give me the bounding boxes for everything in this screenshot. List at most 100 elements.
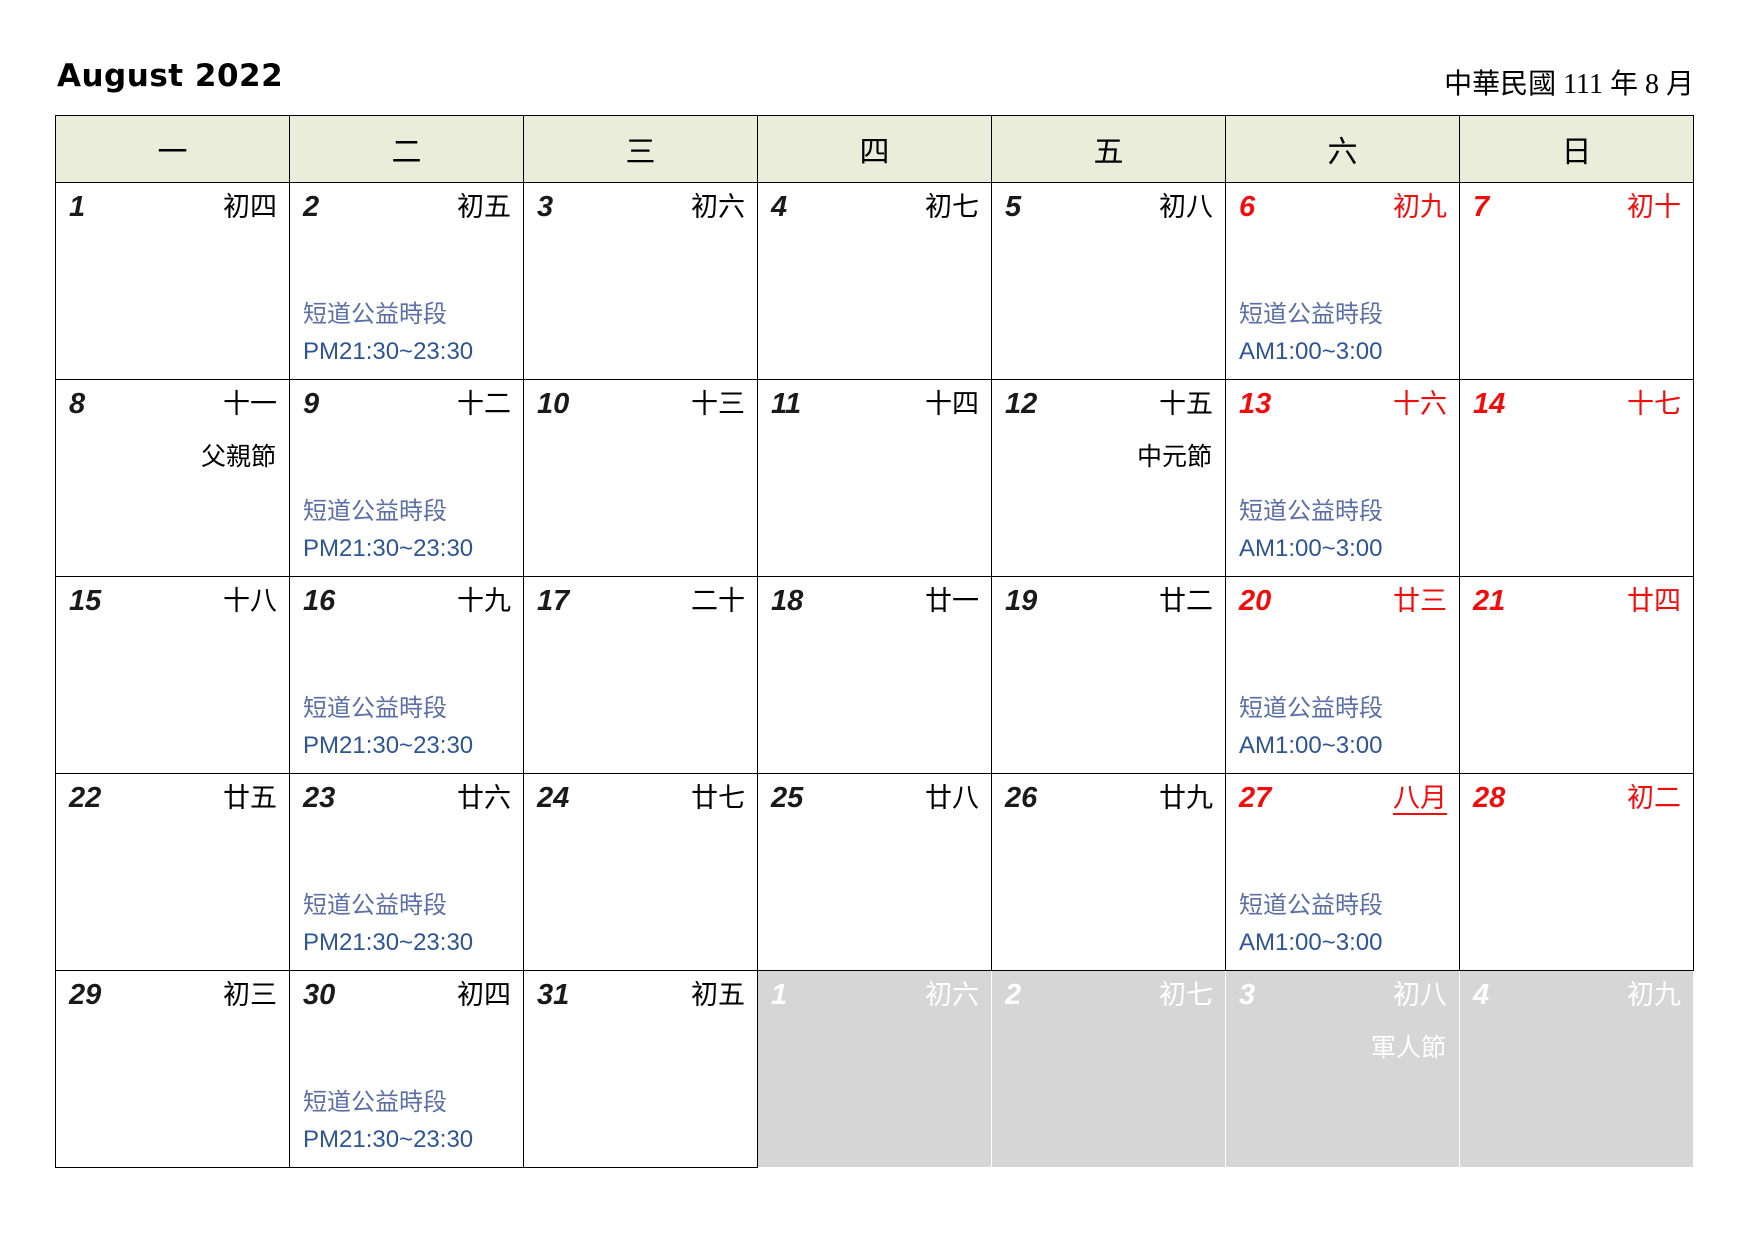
- weekday-header-fri: 五: [991, 115, 1226, 183]
- day-number: 14: [1473, 388, 1506, 420]
- week-row-3: 15 十八 16 十九 短道公益時段 PM21:30~23:30 17 二十 18 廿一 19 廿二 2…: [55, 576, 1694, 774]
- event-time: AM1:00~3:00: [1239, 732, 1383, 759]
- day-number: 4: [771, 191, 788, 223]
- day-cell-aug-8: 8 十一 父親節: [55, 379, 290, 577]
- lunar-date: 廿九: [1159, 783, 1213, 813]
- weekday-header-sat: 六: [1225, 115, 1460, 183]
- roc-year-label: 中華民國 111 年 8 月: [1444, 69, 1694, 100]
- day-number: 30: [303, 979, 336, 1011]
- lunar-date: 初三: [223, 980, 277, 1010]
- day-cell-aug-11: 11 十四: [757, 379, 992, 577]
- day-number: 22: [69, 782, 102, 814]
- day-cell-sep-4: 4 初九: [1459, 970, 1694, 1168]
- event-time: AM1:00~3:00: [1239, 929, 1383, 956]
- lunar-date: 十四: [925, 389, 979, 419]
- day-cell-aug-3: 3 初六: [523, 182, 758, 380]
- lunar-date: 十七: [1627, 389, 1681, 419]
- event-label: 短道公益時段: [303, 1089, 447, 1116]
- lunar-date: 十八: [223, 586, 277, 616]
- event-time: PM21:30~23:30: [303, 338, 474, 365]
- lunar-date: 初六: [691, 192, 745, 222]
- lunar-date: 十五: [1159, 389, 1213, 419]
- day-cell-aug-28: 28 初二: [1459, 773, 1694, 971]
- day-number: 24: [537, 782, 570, 814]
- day-number: 21: [1473, 585, 1506, 617]
- day-number: 7: [1473, 191, 1490, 223]
- day-cell-aug-12: 12 十五 中元節: [991, 379, 1226, 577]
- day-cell-aug-18: 18 廿一: [757, 576, 992, 774]
- event-label: 短道公益時段: [1239, 695, 1383, 722]
- day-number: 3: [1239, 979, 1256, 1011]
- lunar-date: 初十: [1627, 192, 1681, 222]
- lunar-date: 廿五: [223, 783, 277, 813]
- event-block: 短道公益時段 PM21:30~23:30: [303, 688, 473, 760]
- day-cell-sep-1: 1 初六: [757, 970, 992, 1168]
- event-label: 短道公益時段: [1239, 892, 1383, 919]
- day-cell-aug-24: 24 廿七: [523, 773, 758, 971]
- weekday-header-sun: 日: [1459, 115, 1694, 183]
- day-number: 28: [1473, 782, 1506, 814]
- event-time: PM21:30~23:30: [303, 732, 474, 759]
- day-number: 29: [69, 979, 102, 1011]
- day-cell-aug-25: 25 廿八: [757, 773, 992, 971]
- lunar-date: 初八: [1159, 192, 1213, 222]
- day-number: 26: [1005, 782, 1038, 814]
- lunar-date: 初九: [1393, 192, 1447, 222]
- event-block: 短道公益時段 AM1:00~3:00: [1239, 294, 1383, 366]
- event-label: 短道公益時段: [1239, 301, 1383, 328]
- weekday-header-tue: 二: [289, 115, 524, 183]
- day-cell-sep-2: 2 初七: [991, 970, 1226, 1168]
- event-block: 短道公益時段 AM1:00~3:00: [1239, 491, 1383, 563]
- day-cell-aug-17: 17 二十: [523, 576, 758, 774]
- lunar-date: 十一: [223, 389, 277, 419]
- day-number: 17: [537, 585, 570, 617]
- calendar-table: 一二三四五六日 1 初四 2 初五 短道公益時段 PM21:30~23:30 3 初六 4 初七 5…: [55, 115, 1694, 1168]
- lunar-date: 初二: [1627, 783, 1681, 813]
- day-number: 6: [1239, 191, 1256, 223]
- lunar-date: 初五: [691, 980, 745, 1010]
- lunar-date: 初七: [1159, 980, 1213, 1010]
- lunar-date: 十六: [1393, 389, 1447, 419]
- event-block: 短道公益時段 AM1:00~3:00: [1239, 885, 1383, 957]
- day-cell-aug-30: 30 初四短道公益時段 PM21:30~23:30: [289, 970, 524, 1168]
- event-label: 短道公益時段: [303, 695, 447, 722]
- day-cell-aug-10: 10 十三: [523, 379, 758, 577]
- lunar-date: 廿八: [925, 783, 979, 813]
- lunar-date: 廿六: [457, 783, 511, 813]
- event-time: AM1:00~3:00: [1239, 535, 1383, 562]
- day-cell-aug-16: 16 十九 短道公益時段 PM21:30~23:30: [289, 576, 524, 774]
- day-cell-aug-2: 2 初五 短道公益時段 PM21:30~23:30: [289, 182, 524, 380]
- day-cell-aug-19: 19 廿二: [991, 576, 1226, 774]
- day-number: 25: [771, 782, 804, 814]
- day-number: 20: [1239, 585, 1272, 617]
- day-number: 13: [1239, 388, 1272, 420]
- day-number: 1: [69, 191, 86, 223]
- day-cell-aug-7: 7 初十: [1459, 182, 1694, 380]
- holiday-label: 父親節: [200, 442, 276, 471]
- event-label: 短道公益時段: [1239, 498, 1383, 525]
- event-time: PM21:30~23:30: [303, 535, 474, 562]
- event-time: PM21:30~23:30: [303, 929, 474, 956]
- lunar-date: 廿二: [1159, 586, 1213, 616]
- week-row-4: 22 廿五 23 廿六 短道公益時段 PM21:30~23:30 24 廿七 25 廿八 26 廿九 2…: [55, 773, 1694, 971]
- day-cell-aug-13: 13 十六短道公益時段 AM1:00~3:00: [1225, 379, 1460, 577]
- lunar-date: 初四: [457, 980, 511, 1010]
- day-number: 2: [1005, 979, 1022, 1011]
- lunar-date: 十二: [457, 389, 511, 419]
- lunar-date: 廿三: [1393, 586, 1447, 616]
- lunar-date: 初七: [925, 192, 979, 222]
- day-number: 12: [1005, 388, 1038, 420]
- event-block: 短道公益時段 PM21:30~23:30: [303, 1082, 473, 1154]
- day-cell-aug-1: 1 初四: [55, 182, 290, 380]
- lunar-date: 十三: [691, 389, 745, 419]
- day-number: 5: [1005, 191, 1022, 223]
- day-cell-aug-27: 27 八月 短道公益時段 AM1:00~3:00: [1225, 773, 1460, 971]
- event-block: 短道公益時段 AM1:00~3:00: [1239, 688, 1383, 760]
- day-number: 1: [771, 979, 788, 1011]
- lunar-date: 廿四: [1627, 586, 1681, 616]
- day-cell-aug-5: 5 初八: [991, 182, 1226, 380]
- event-block: 短道公益時段 PM21:30~23:30: [303, 885, 473, 957]
- week-row-1: 1 初四 2 初五 短道公益時段 PM21:30~23:30 3 初六 4 初七 5 初八 6 初九 短道公…: [55, 182, 1694, 380]
- event-label: 短道公益時段: [303, 301, 447, 328]
- event-time: AM1:00~3:00: [1239, 338, 1383, 365]
